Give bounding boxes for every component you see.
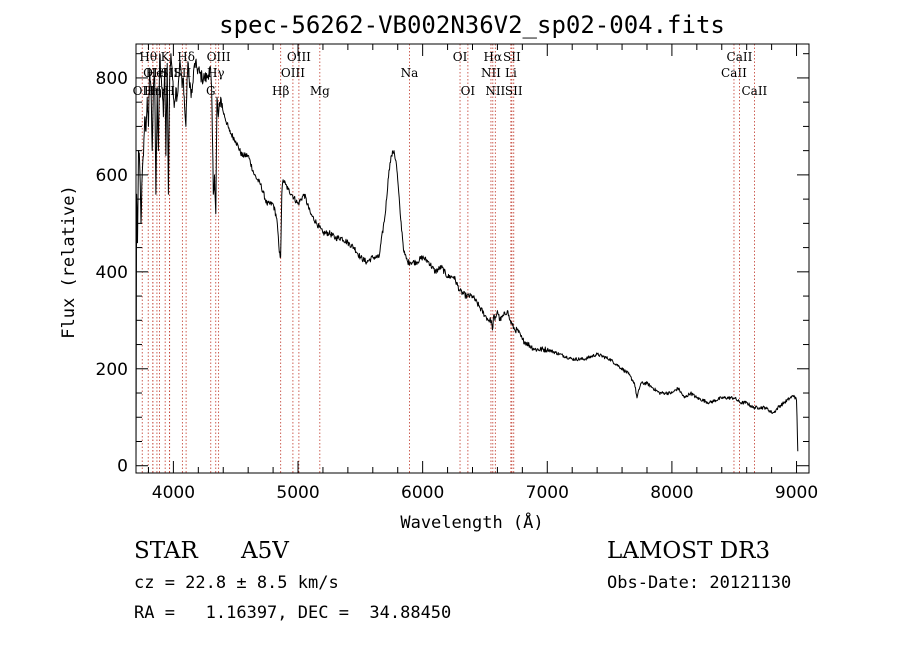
- y-axis-label: Flux (relative): [59, 185, 79, 339]
- line-marker-label: SII: [505, 84, 523, 98]
- line-marker-label: HeI: [146, 66, 169, 80]
- spectrum-line-0: [135, 53, 799, 466]
- x-tick-label: 9000: [775, 483, 818, 503]
- line-marker-label: OI: [461, 84, 476, 98]
- line-marker-label: CaII: [741, 84, 767, 98]
- line-marker-label: Hβ: [272, 84, 289, 98]
- line-marker-label: Mg: [310, 84, 330, 98]
- line-marker-label: G: [206, 84, 216, 98]
- chart-title: spec-56262-VB002N36V2_sp02-004.fits: [219, 11, 725, 39]
- line-marker-label: Hθ: [139, 50, 157, 64]
- emission-line-markers: OIIHθOIIHηHeIHεKSIIHSIIHδGHγOIIIHβOIIIOI…: [133, 44, 768, 473]
- coordinates-readout: RA = 1.16397, DEC = 34.88450: [134, 603, 452, 623]
- line-marker-label: Hδ: [177, 50, 195, 64]
- survey-name: LAMOST DR3: [607, 538, 771, 564]
- x-axis-label: Wavelength (Å): [400, 511, 543, 533]
- spectral-subclass: A5V: [241, 538, 289, 564]
- y-tick-label: 800: [96, 69, 128, 89]
- line-marker-label: OIII: [287, 50, 311, 64]
- line-marker-label: CaII: [727, 50, 753, 64]
- line-marker-label: Na: [401, 66, 419, 80]
- y-tick-label: 400: [96, 263, 128, 283]
- redshift-readout: cz = 22.8 ± 8.5 km/s: [134, 573, 339, 593]
- observation-date: Obs-Date: 20121130: [607, 573, 792, 593]
- x-tick-label: 7000: [526, 483, 569, 503]
- line-marker-label: K: [161, 50, 171, 64]
- line-marker-label: Li: [505, 66, 517, 80]
- plot-axes: 4000 5000 6000 7000 8000 9000 0 200 400 600 800: [96, 43, 818, 503]
- line-marker-label: Hα: [484, 50, 503, 64]
- line-marker-label: CaII: [721, 66, 747, 80]
- line-marker-label: OIII: [207, 50, 231, 64]
- x-tick-label: 6000: [401, 483, 444, 503]
- x-tick-label: 8000: [650, 483, 693, 503]
- line-marker-label: OIII: [281, 66, 305, 80]
- plot-frame: [135, 43, 810, 474]
- line-marker-label: OII: [133, 84, 153, 98]
- line-marker-label: NII: [481, 66, 501, 80]
- y-tick-label: 0: [117, 457, 128, 477]
- x-tick-label: 5000: [276, 483, 319, 503]
- line-marker-label: OI: [453, 50, 468, 64]
- y-tick-label: 200: [96, 360, 128, 380]
- line-marker-label: NII: [485, 84, 505, 98]
- x-tick-label: 4000: [152, 483, 195, 503]
- line-marker-label: SII: [503, 50, 521, 64]
- object-class: STAR: [134, 538, 198, 564]
- series-layer: [135, 53, 799, 466]
- y-tick-label: 600: [96, 166, 128, 186]
